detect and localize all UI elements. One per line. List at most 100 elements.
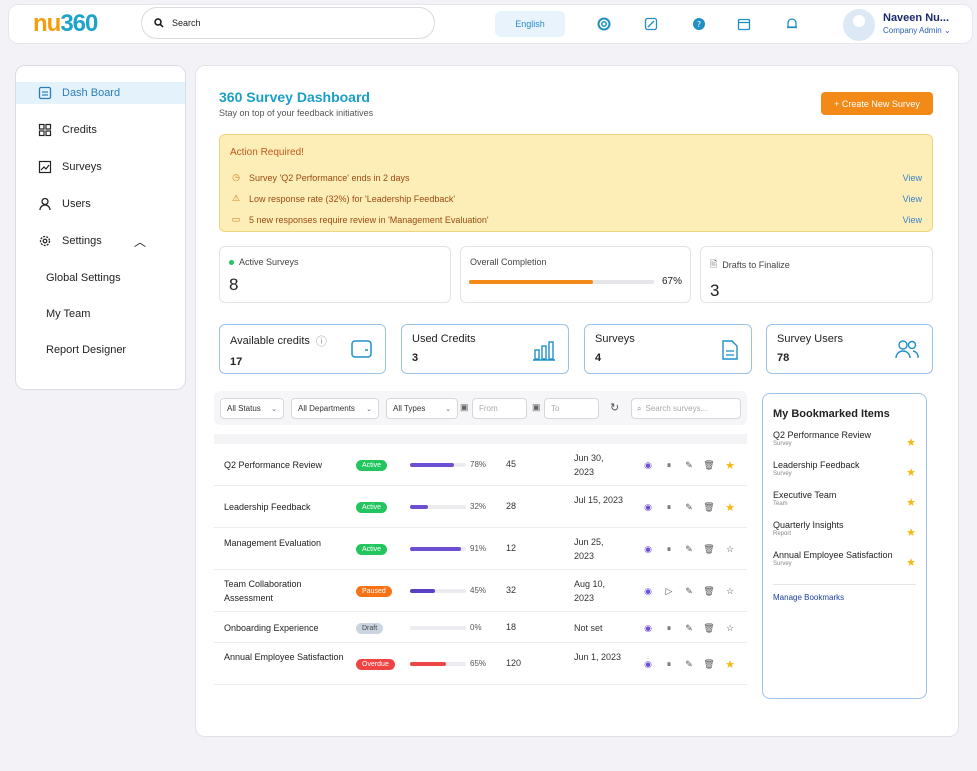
user-role-dropdown[interactable]: Company Admin ⌄ [883,26,951,35]
type-filter[interactable]: All Types ⌄ [386,398,458,419]
survey-name[interactable]: Annual Employee Satisfaction [224,652,344,662]
view-link[interactable]: View [902,193,922,204]
alert-item: ◷ Survey 'Q2 Performance' ends in 2 days… [230,167,922,188]
response-count: 12 [506,543,517,553]
pause-icon[interactable]: ⏸ [666,501,672,512]
edit-icon[interactable]: ✎ [685,543,693,554]
view-link[interactable]: View [902,214,922,225]
star-off-icon[interactable]: ☆ [725,585,735,596]
table-row[interactable]: Management Evaluation Active 91% 12 Jun 25, … [214,528,747,570]
file-icon [722,340,738,360]
search-input[interactable]: Search [141,7,435,39]
department-filter[interactable]: All Departments ⌄ [291,398,379,419]
survey-search-input[interactable]: ⌕ Search surveys... [631,398,741,419]
sidebar-item-users[interactable]: Users [16,193,185,215]
table-row[interactable]: Annual Employee Satisfaction Overdue 65% 12… [214,643,747,685]
date-from-input[interactable]: From [472,398,527,419]
trash-icon[interactable]: 🗑 [703,622,715,633]
survey-name[interactable]: Leadership Feedback [224,502,311,512]
trash-icon[interactable]: 🗑 [703,585,715,596]
divider [773,584,916,585]
survey-name[interactable]: Onboarding Experience [224,623,319,633]
trash-icon[interactable]: 🗑 [703,543,715,554]
status-badge: Active [356,502,388,513]
document-icon: 🖹 [710,259,718,269]
star-off-icon[interactable]: ☆ [725,622,735,633]
bookmark-item[interactable]: Executive Team Team ★ [773,490,916,520]
trash-icon[interactable]: 🗑 [703,459,715,470]
star-icon[interactable]: ★ [725,501,735,514]
warning-icon: ⚠ [231,193,241,203]
manage-bookmarks-link[interactable]: Manage Bookmarks [773,593,845,602]
pause-icon[interactable]: ⏸ [666,622,672,633]
calendar-icon[interactable] [736,16,752,32]
surveys-card[interactable]: Surveys 4 [584,324,752,374]
sidebar-item-credits[interactable]: Credits [16,119,185,141]
survey-users-card[interactable]: Survey Users 78 [766,324,933,374]
sidebar-item-report-designer[interactable]: Report Designer [46,344,127,356]
table-row[interactable]: Onboarding Experience Draft 0% 18 Not set ◉ ⏸ ✎… [214,612,747,643]
star-icon[interactable]: ★ [725,459,735,472]
survey-name[interactable]: Management Evaluation [224,538,322,548]
avatar[interactable] [843,9,875,41]
trash-icon[interactable]: 🗑 [703,658,715,669]
trash-icon[interactable]: 🗑 [703,501,715,512]
logo[interactable]: nu360 [33,10,98,37]
bookmark-item[interactable]: Annual Employee Satisfaction Survey ★ [773,550,916,580]
create-survey-button[interactable]: + Create New Survey [821,92,933,115]
bookmark-item[interactable]: Leadership Feedback Survey ★ [773,460,916,490]
progress-bar-fill [410,662,447,666]
progress-bar-fill [410,505,428,509]
sidebar-item-surveys[interactable]: Surveys [16,156,185,178]
star-icon[interactable]: ★ [906,497,916,509]
view-icon[interactable]: ◉ [644,501,652,512]
view-icon[interactable]: ◉ [644,459,652,470]
view-icon[interactable]: ◉ [644,585,652,596]
star-icon[interactable]: ★ [906,467,916,479]
table-row[interactable]: Team Collaboration Assessment Paused 45% 32… [214,570,747,612]
sidebar-item-settings[interactable]: Settings ︿ [16,230,185,252]
edit-icon[interactable]: ✎ [685,585,693,596]
bookmark-item[interactable]: Quarterly Insights Report ★ [773,520,916,550]
status-filter[interactable]: All Status ⌄ [220,398,284,419]
bookmark-type: Survey [773,561,792,567]
star-icon[interactable]: ★ [906,557,916,569]
sidebar-item-my-team[interactable]: My Team [46,308,91,320]
table-row[interactable]: Leadership Feedback Active 32% 28 Jul 15, 20… [214,486,747,528]
edit-icon[interactable]: ✎ [685,622,693,633]
star-icon[interactable]: ★ [906,437,916,449]
available-credits-card[interactable]: Available credits ⓘ 17 [219,324,386,374]
play-icon[interactable]: ▷ [665,585,673,596]
star-icon[interactable]: ★ [725,658,735,671]
view-icon[interactable]: ◉ [644,622,652,633]
help-icon[interactable]: ? [691,16,707,32]
pause-icon[interactable]: ⏸ [666,543,672,554]
edit-icon[interactable]: ✎ [685,459,693,470]
table-row[interactable]: Q2 Performance Review Active 78% 45 Jun 30, … [214,444,747,486]
external-link-icon[interactable] [643,16,659,32]
pause-icon[interactable]: ⏸ [666,459,672,470]
view-icon[interactable]: ◉ [644,658,652,669]
bell-icon[interactable] [784,16,800,32]
refresh-icon[interactable]: ↻ [610,402,620,414]
date-to-input[interactable]: To [544,398,599,419]
star-off-icon[interactable]: ☆ [725,543,735,554]
language-selector[interactable]: English [495,11,565,37]
user-name[interactable]: Naveen Nu... [883,12,950,24]
completion-progress-fill [469,280,593,284]
edit-icon[interactable]: ✎ [685,501,693,512]
edit-icon[interactable]: ✎ [685,658,693,669]
sidebar-item-dashboard[interactable]: Dash Board [16,82,185,104]
view-link[interactable]: View [902,172,922,183]
pause-icon[interactable]: ⏸ [666,658,672,669]
bookmark-item[interactable]: Q2 Performance Review Survey ★ [773,430,916,460]
survey-name[interactable]: Q2 Performance Review [224,460,323,470]
used-credits-card[interactable]: Used Credits 3 [401,324,569,374]
view-icon[interactable]: ◉ [644,543,652,554]
alert-title: Action Required! [230,147,304,158]
sidebar-item-global-settings[interactable]: Global Settings [46,272,121,284]
lifebuoy-icon[interactable] [596,16,612,32]
survey-name[interactable]: Team Collaboration Assessment [224,579,302,603]
chevron-up-icon[interactable]: ︿ [134,234,147,249]
star-icon[interactable]: ★ [906,527,916,539]
